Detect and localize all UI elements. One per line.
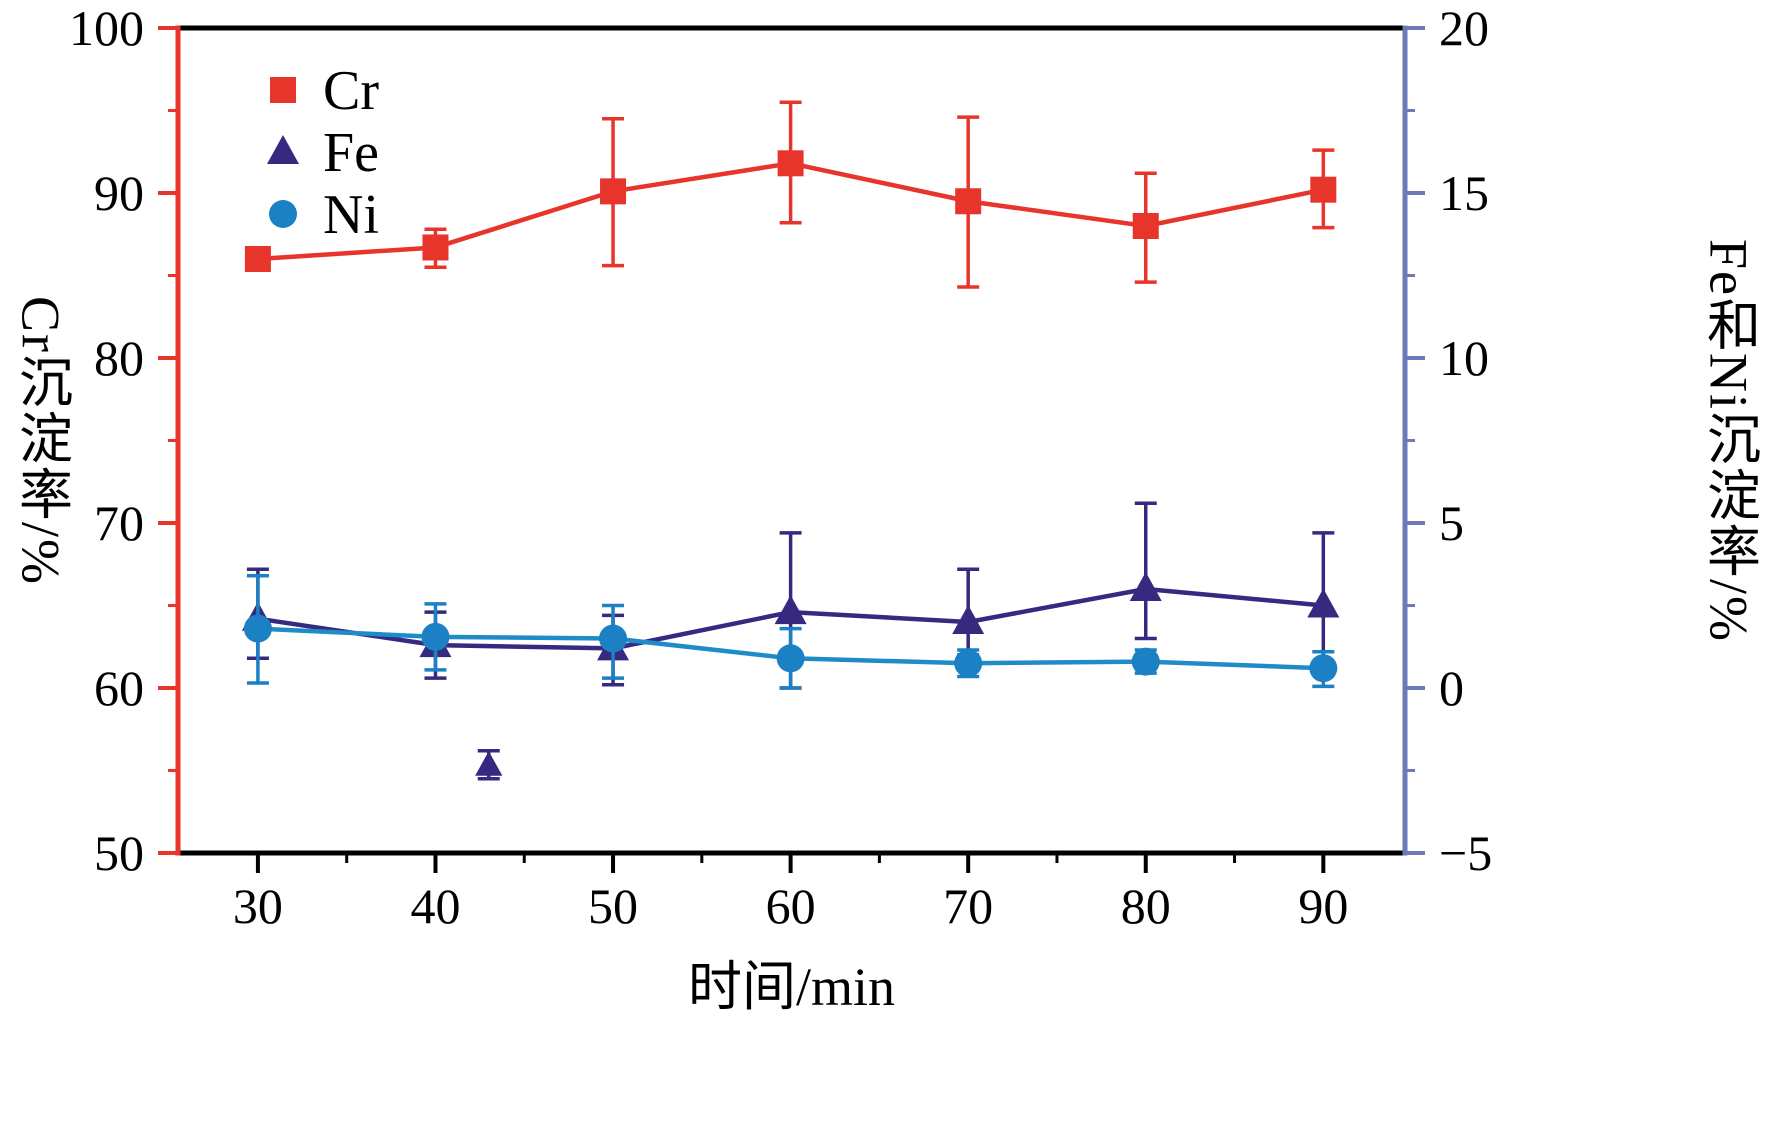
cr-marker — [955, 188, 982, 215]
x-tick-label: 40 — [410, 878, 460, 934]
ni-marker — [1131, 647, 1160, 676]
x-tick-label: 80 — [1121, 878, 1171, 934]
left-tick-label: 50 — [94, 825, 144, 881]
ni-marker — [269, 200, 297, 228]
cr-marker — [777, 150, 804, 177]
fe-marker — [267, 135, 299, 164]
x-tick-label: 60 — [766, 878, 816, 934]
right-axis-title: Fe和Ni沉淀率/% — [1698, 238, 1759, 643]
left-tick-label: 80 — [94, 330, 144, 386]
right-tick-label: 5 — [1439, 495, 1464, 551]
ni-marker — [421, 622, 450, 651]
ni-marker — [599, 624, 628, 653]
legend-label-ni: Ni — [323, 184, 379, 246]
x-tick-label: 50 — [588, 878, 638, 934]
left-axis-title: Cr沉淀率/% — [10, 295, 71, 586]
legend-label-fe: Fe — [323, 122, 379, 184]
legend-label-cr: Cr — [323, 60, 379, 122]
left-tick-label: 60 — [94, 660, 144, 716]
fe-marker — [774, 595, 807, 625]
left-tick-label: 70 — [94, 495, 144, 551]
left-tick-label: 100 — [69, 0, 144, 56]
right-tick-label: −5 — [1439, 825, 1492, 881]
fe-marker — [475, 751, 503, 776]
cr-marker — [244, 246, 271, 272]
ni-marker — [243, 614, 272, 643]
right-tick-label: 0 — [1439, 660, 1464, 716]
x-tick-label: 70 — [943, 878, 993, 934]
ni-marker — [954, 649, 983, 678]
cr-marker — [1310, 176, 1337, 203]
fe-marker — [952, 605, 985, 634]
cr-marker — [270, 77, 296, 103]
left-tick-label: 90 — [94, 165, 144, 221]
ni-marker — [1309, 654, 1338, 683]
cr-marker — [600, 178, 627, 205]
right-tick-label: 15 — [1439, 165, 1489, 221]
right-tick-label: 10 — [1439, 330, 1489, 386]
x-axis-title: 时间/min — [687, 957, 895, 1017]
fe-marker — [1129, 572, 1162, 601]
x-tick-label: 90 — [1298, 878, 1348, 934]
ni-marker — [776, 644, 805, 673]
fe-marker — [1307, 588, 1340, 618]
x-tick-label: 30 — [233, 878, 283, 934]
cr-marker — [422, 234, 449, 261]
right-tick-label: 20 — [1439, 0, 1489, 56]
cr-marker — [1132, 213, 1159, 239]
